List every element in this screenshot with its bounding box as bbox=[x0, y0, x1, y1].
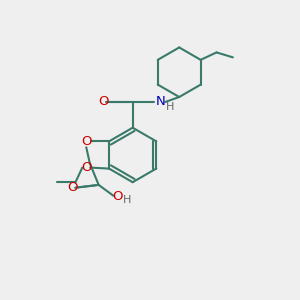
Text: N: N bbox=[155, 95, 165, 108]
Text: O: O bbox=[112, 190, 123, 203]
Text: H: H bbox=[166, 102, 174, 112]
Text: O: O bbox=[81, 161, 92, 174]
Text: O: O bbox=[68, 181, 78, 194]
Text: H: H bbox=[123, 195, 131, 205]
Text: O: O bbox=[81, 135, 92, 148]
Text: O: O bbox=[99, 95, 109, 108]
